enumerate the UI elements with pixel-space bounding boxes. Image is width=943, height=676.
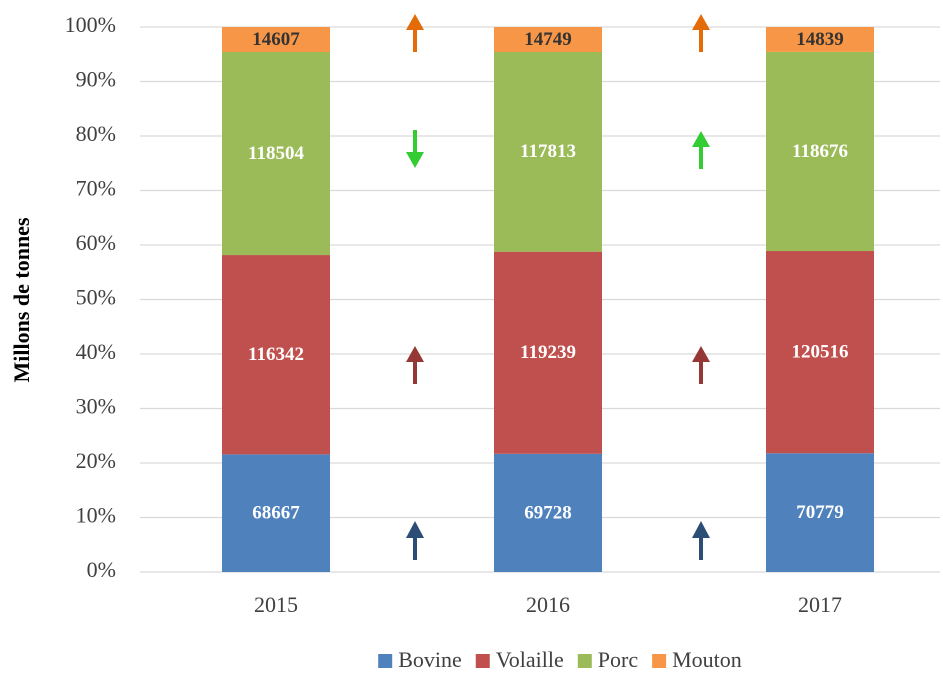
legend-item: Bovine xyxy=(378,647,462,672)
legend-swatch xyxy=(652,654,667,668)
legend-swatch xyxy=(378,654,393,668)
arrow xyxy=(406,521,424,560)
arrow xyxy=(406,14,424,52)
legend-swatch xyxy=(577,654,592,668)
x-tick-label: 2017 xyxy=(798,592,842,617)
y-tick-label: 10% xyxy=(76,503,116,528)
legend-label: Bovine xyxy=(398,647,462,672)
x-tick-label: 2015 xyxy=(254,592,298,617)
y-tick-label: 90% xyxy=(76,67,116,92)
y-tick-label: 0% xyxy=(87,557,116,582)
data-label: 120516 xyxy=(792,341,849,362)
arrow xyxy=(406,346,424,384)
legend-label: Volaille xyxy=(496,647,564,672)
bar-segment xyxy=(222,52,330,256)
data-label: 119239 xyxy=(520,342,576,363)
bar-segment xyxy=(494,453,602,572)
y-tick-label: 40% xyxy=(76,339,116,364)
data-label: 14839 xyxy=(796,29,844,50)
y-tick-label: 100% xyxy=(65,12,116,37)
legend-item: Mouton xyxy=(652,647,742,672)
legend-item: Porc xyxy=(577,647,639,672)
bar-segment xyxy=(222,27,330,53)
data-label: 14749 xyxy=(524,29,572,50)
legend-swatch xyxy=(475,654,490,668)
y-tick-label: 20% xyxy=(76,448,116,473)
legend-item: Volaille xyxy=(475,647,564,672)
data-label: 117813 xyxy=(520,141,576,162)
data-label: 14607 xyxy=(252,29,300,50)
bar-segment xyxy=(494,251,602,454)
y-tick-label: 80% xyxy=(76,121,116,146)
bar-segment xyxy=(494,51,602,252)
x-tick-label: 2016 xyxy=(526,592,570,617)
arrow xyxy=(692,346,710,384)
bar-segment xyxy=(222,255,330,455)
arrow xyxy=(406,130,424,168)
data-label: 70779 xyxy=(796,502,844,523)
trend-arrows xyxy=(406,14,710,560)
plot-area xyxy=(140,26,940,573)
bar-segment xyxy=(766,51,874,252)
legend-label: Porc xyxy=(598,647,639,672)
arrow xyxy=(692,521,710,560)
arrow xyxy=(692,14,710,52)
y-axis-label: Millons de tonnes xyxy=(9,217,34,382)
bar-segment xyxy=(766,251,874,454)
data-label: 116342 xyxy=(248,344,304,365)
y-tick-label: 70% xyxy=(76,176,116,201)
arrow xyxy=(692,131,710,169)
bar-segment xyxy=(222,454,330,572)
y-tick-label: 30% xyxy=(76,394,116,419)
data-label: 68667 xyxy=(252,503,300,524)
bar-segment xyxy=(766,453,874,572)
data-label: 69728 xyxy=(524,502,572,523)
legend-label: Mouton xyxy=(672,647,742,672)
y-tick-label: 60% xyxy=(76,230,116,255)
bar-segment xyxy=(494,27,602,52)
y-tick-label: 50% xyxy=(76,285,116,310)
data-label: 118504 xyxy=(248,143,304,164)
bar-segment xyxy=(766,27,874,52)
data-label: 118676 xyxy=(792,141,848,162)
